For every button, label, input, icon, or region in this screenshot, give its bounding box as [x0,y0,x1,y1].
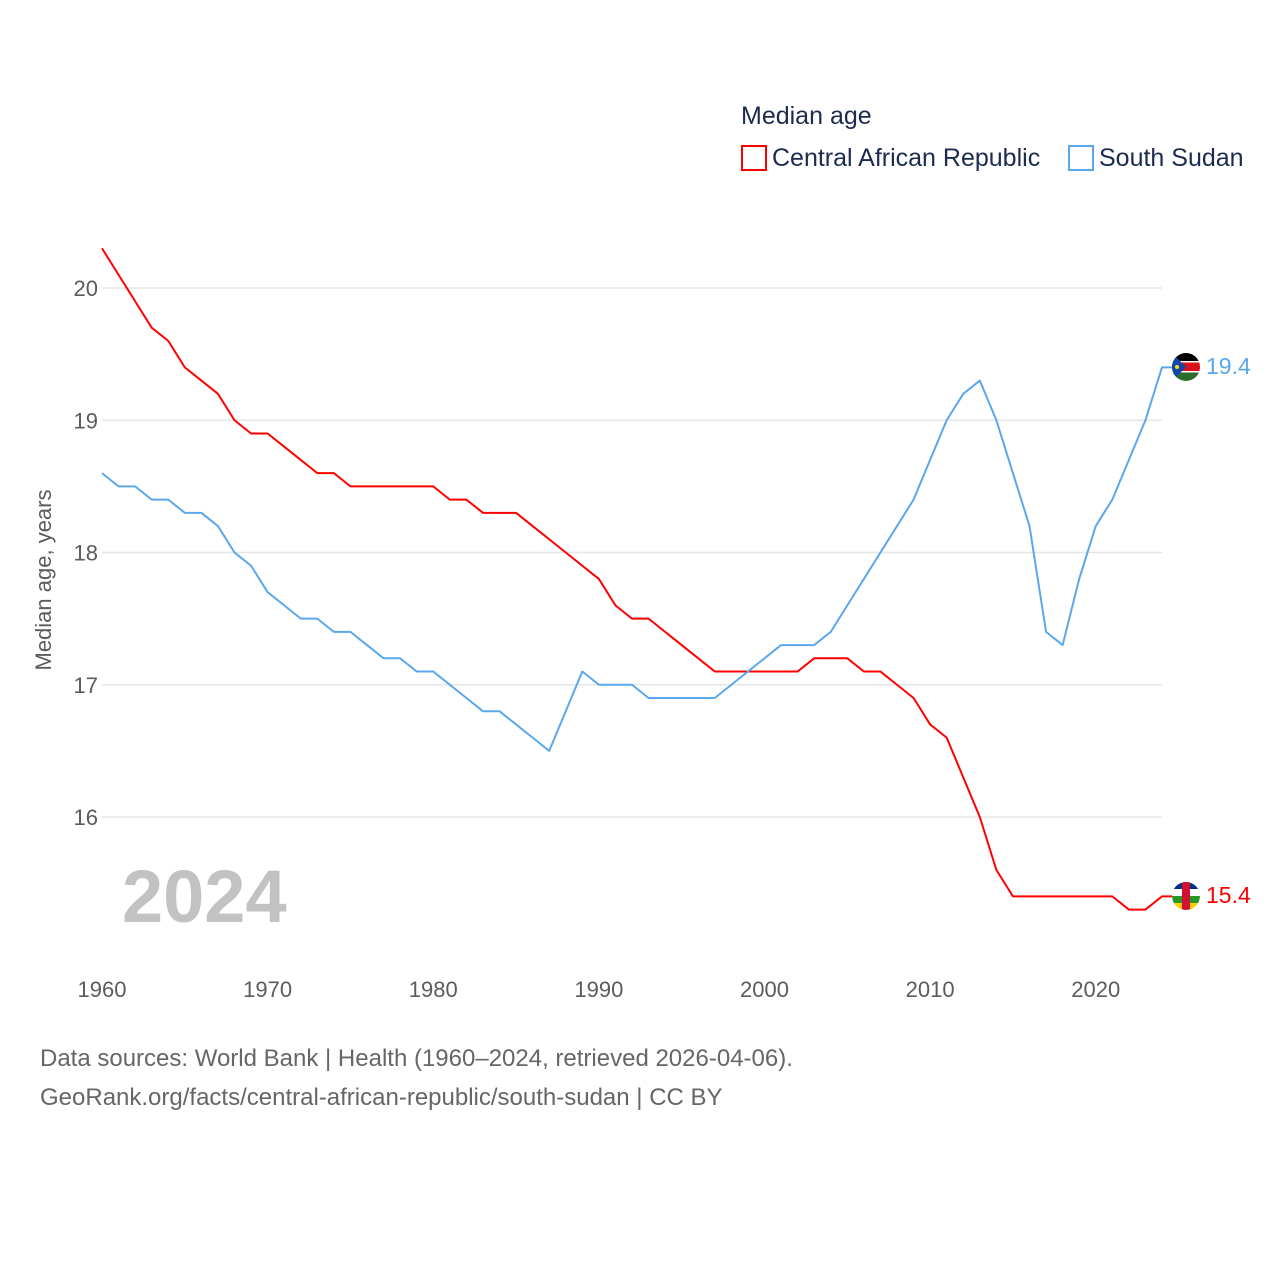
year-label: 2024 [122,855,287,938]
y-tick-label: 19 [74,408,98,433]
x-tick-label: 1980 [409,977,458,1002]
legend-swatch-car[interactable] [741,145,767,171]
end-label-car: 15.4 [1206,882,1251,908]
legend-title: Median age [741,102,872,130]
footer-sources: Data sources: World Bank | Health (1960–… [40,1045,793,1072]
x-tick-label: 2010 [906,977,955,1002]
end-label-south-sudan: 19.4 [1206,353,1251,379]
x-tick-label: 1970 [243,977,292,1002]
y-axis: 16 17 18 19 20 [74,276,98,830]
y-tick-label: 20 [74,276,98,301]
series-line-car [101,247,1172,911]
grid [102,287,1162,818]
central-african-republic-flag-icon [1172,882,1200,910]
footer-attribution[interactable]: GeoRank.org/facts/central-african-republ… [40,1084,723,1111]
x-tick-label: 2000 [740,977,789,1002]
legend-label-south-sudan[interactable]: South Sudan [1099,144,1244,172]
y-tick-label: 16 [74,805,98,830]
y-axis-label: Median age, years [31,490,56,671]
series-line-south-sudan [101,366,1172,752]
x-tick-label: 1960 [78,977,127,1002]
legend-label-car[interactable]: Central African Republic [772,144,1040,172]
y-tick-label: 18 [74,541,98,566]
x-tick-label: 1990 [574,977,623,1002]
legend: Median age Central African Republic Sout… [741,102,1244,172]
south-sudan-flag-icon [1172,353,1200,381]
x-axis: 1960 1970 1980 1990 2000 2010 2020 [78,977,1121,1002]
y-tick-label: 17 [74,673,98,698]
x-tick-label: 2020 [1071,977,1120,1002]
series-lines [101,247,1172,911]
legend-swatch-south-sudan[interactable] [1068,145,1094,171]
